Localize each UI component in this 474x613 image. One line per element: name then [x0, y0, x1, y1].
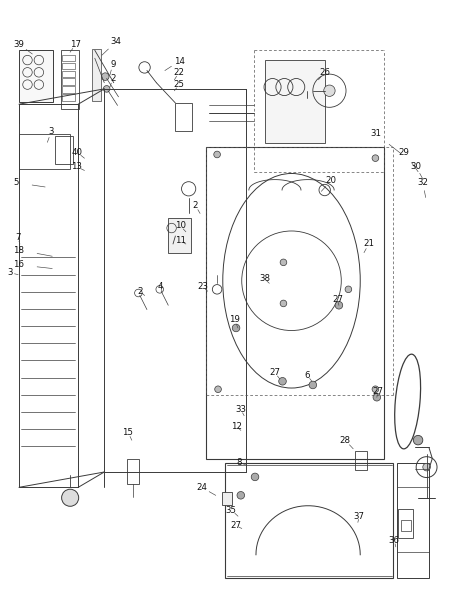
Text: 20: 20 — [325, 177, 337, 185]
Text: 17: 17 — [70, 40, 82, 48]
Text: 40: 40 — [71, 148, 82, 156]
Circle shape — [237, 492, 245, 499]
Text: 32: 32 — [417, 178, 428, 187]
Bar — [62, 86, 75, 93]
Text: 7: 7 — [15, 234, 21, 242]
Text: 6: 6 — [304, 371, 310, 379]
Circle shape — [232, 324, 240, 332]
Text: 18: 18 — [13, 246, 25, 254]
Bar — [356, 451, 367, 470]
Bar — [206, 147, 384, 459]
Circle shape — [251, 473, 259, 481]
Bar — [222, 492, 232, 505]
Circle shape — [214, 151, 220, 158]
Text: 25: 25 — [173, 80, 185, 89]
Text: 11: 11 — [174, 236, 186, 245]
Text: 22: 22 — [173, 68, 185, 77]
Bar — [62, 63, 75, 69]
Text: 13: 13 — [71, 162, 82, 171]
Text: 3: 3 — [8, 268, 13, 277]
Bar — [62, 55, 75, 61]
Text: 31: 31 — [370, 129, 381, 138]
Bar — [175, 103, 192, 131]
Circle shape — [101, 73, 109, 80]
Circle shape — [372, 155, 379, 161]
Circle shape — [335, 302, 343, 309]
Text: 2: 2 — [110, 74, 116, 83]
Text: 2: 2 — [192, 201, 198, 210]
Circle shape — [309, 381, 317, 389]
Circle shape — [279, 378, 286, 385]
Text: 26: 26 — [319, 68, 330, 77]
Text: 37: 37 — [354, 512, 365, 520]
Circle shape — [413, 435, 423, 445]
Bar — [397, 463, 429, 578]
Text: 39: 39 — [14, 40, 24, 48]
Circle shape — [345, 286, 352, 292]
Circle shape — [215, 386, 221, 392]
Circle shape — [372, 386, 379, 392]
Bar — [265, 60, 325, 143]
Bar — [401, 520, 411, 531]
Text: 28: 28 — [339, 436, 351, 444]
Text: 30: 30 — [410, 162, 422, 171]
Text: 27: 27 — [373, 387, 384, 395]
Circle shape — [62, 489, 79, 506]
Circle shape — [280, 259, 287, 265]
Circle shape — [423, 463, 430, 471]
Bar — [127, 459, 139, 484]
Text: 35: 35 — [226, 506, 237, 514]
Text: 23: 23 — [197, 283, 209, 291]
Bar — [55, 136, 73, 164]
Bar — [19, 134, 70, 169]
Text: 14: 14 — [173, 57, 185, 66]
Bar — [62, 71, 75, 77]
Text: 4: 4 — [157, 283, 163, 291]
Bar — [19, 50, 53, 102]
Text: 34: 34 — [110, 37, 122, 46]
Text: 27: 27 — [269, 368, 281, 377]
Text: 38: 38 — [259, 275, 270, 283]
Bar — [92, 49, 101, 101]
Text: 19: 19 — [229, 316, 240, 324]
Text: 16: 16 — [13, 261, 25, 269]
Text: 10: 10 — [174, 221, 186, 230]
Text: 24: 24 — [196, 483, 207, 492]
Text: 36: 36 — [389, 536, 400, 545]
Text: 27: 27 — [230, 522, 242, 530]
Bar — [61, 50, 79, 109]
Text: 3: 3 — [48, 128, 54, 136]
Text: 12: 12 — [230, 422, 242, 430]
Text: 27: 27 — [332, 295, 343, 303]
Circle shape — [324, 85, 335, 96]
Bar — [62, 78, 75, 85]
Text: 2: 2 — [137, 287, 143, 295]
Text: 15: 15 — [122, 428, 134, 436]
Text: 8: 8 — [237, 459, 242, 467]
Bar — [62, 94, 75, 101]
Text: 21: 21 — [363, 240, 374, 248]
Text: 33: 33 — [235, 405, 246, 414]
Bar — [225, 463, 393, 578]
Circle shape — [103, 86, 110, 92]
Text: 5: 5 — [14, 178, 19, 187]
Circle shape — [280, 300, 287, 306]
Text: 29: 29 — [399, 148, 409, 156]
Bar — [168, 218, 191, 253]
Bar — [398, 509, 413, 538]
Circle shape — [373, 394, 381, 401]
Text: 9: 9 — [110, 60, 116, 69]
